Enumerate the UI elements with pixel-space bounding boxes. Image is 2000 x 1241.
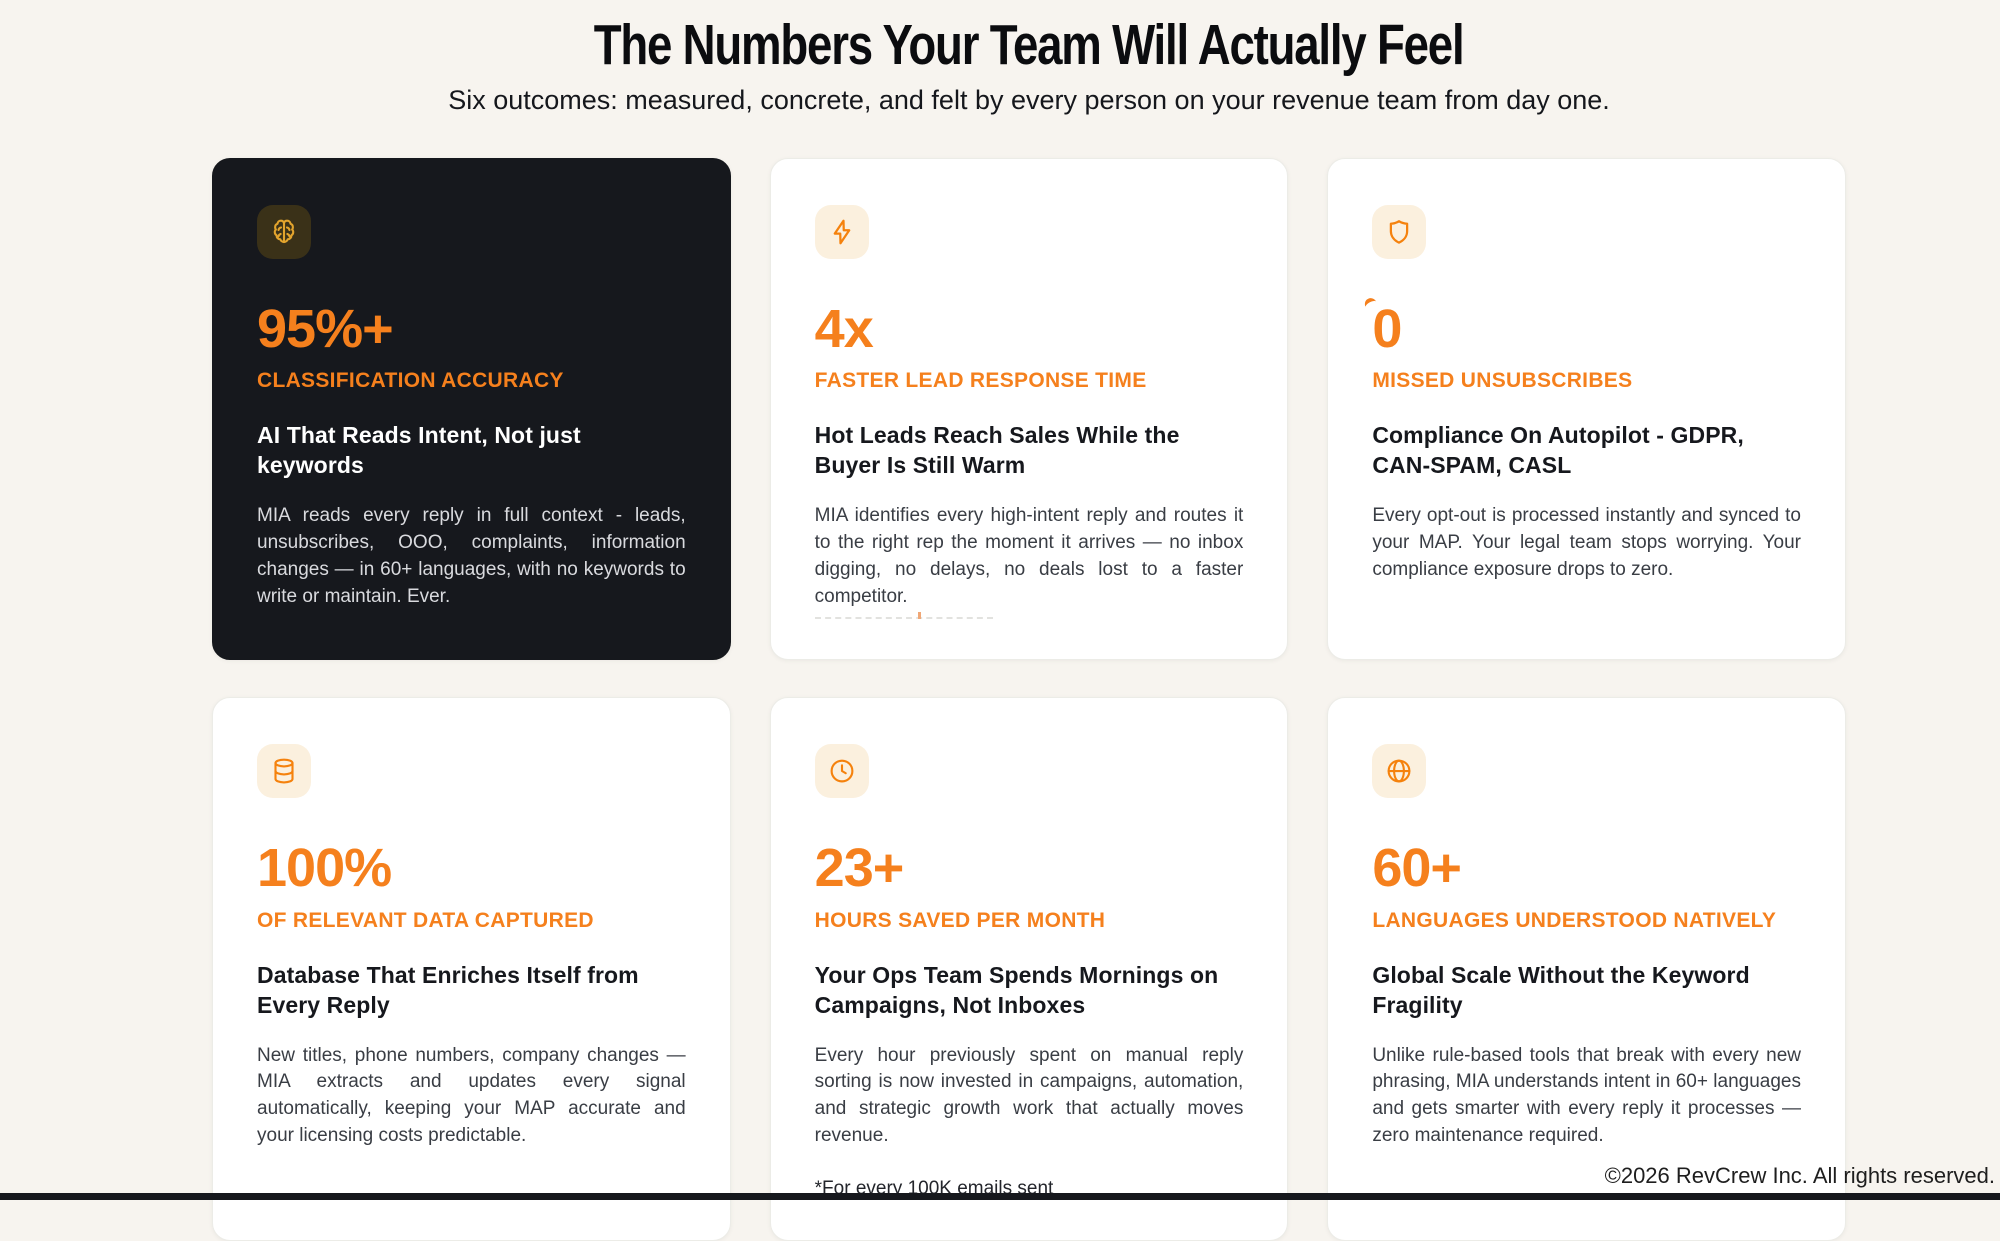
card-body: New titles, phone numbers, company chang… xyxy=(257,1044,686,1147)
stat-number: 100% xyxy=(257,838,392,899)
icon-tile xyxy=(1372,204,1427,259)
stat-number-text: 0 xyxy=(1372,298,1402,359)
stat-label: OF RELEVANT DATA CAPTURED xyxy=(257,908,594,932)
stat-number: 95%+ xyxy=(257,298,394,359)
card-heading: Global Scale Without the Keyword Fragili… xyxy=(1372,961,1750,1018)
stat-card-faster-lead-response: 4x FASTER LEAD RESPONSE TIME Hot Leads R… xyxy=(769,157,1289,661)
stat-number-text: 23+ xyxy=(814,838,905,899)
clock-icon xyxy=(827,756,857,786)
cards-grid: 95%+ CLASSIFICATION ACCURACY AI That Rea… xyxy=(212,157,1846,1241)
stat-number-text: 60+ xyxy=(1372,838,1462,899)
lightning-bolt-icon xyxy=(827,217,857,247)
stat-card-missed-unsubscribes: 0 MISSED UNSUBSCRIBES Compliance On Auto… xyxy=(1327,157,1846,661)
icon-tile xyxy=(257,744,311,799)
copyright-text: ©2026 RevCrew Inc. All rights reserved. xyxy=(1604,1163,1995,1188)
stat-number: 60+ xyxy=(1372,838,1462,899)
database-icon xyxy=(269,756,299,786)
card-heading: Hot Leads Reach Sales While the Buyer Is… xyxy=(814,422,1180,479)
brain-icon xyxy=(269,217,299,247)
ghost-underline-artifact xyxy=(814,612,993,620)
footer-dark-bar xyxy=(0,1193,2000,1200)
page-title: The Numbers Your Team Will Actually Feel xyxy=(212,14,1846,77)
card-heading: AI That Reads Intent, Not just keywords xyxy=(257,422,581,479)
page-subtitle: Six outcomes: measured, concrete, and fe… xyxy=(448,84,1610,115)
stat-label: MISSED UNSUBSCRIBES xyxy=(1372,369,1633,393)
card-heading: Compliance On Autopilot - GDPR, CAN-SPAM… xyxy=(1372,422,1744,479)
stat-number: 4x xyxy=(814,298,874,359)
card-body: Every opt-out is processed instantly and… xyxy=(1372,505,1801,581)
stat-label: HOURS SAVED PER MONTH xyxy=(814,908,1106,932)
stat-number-text: 4x xyxy=(814,298,874,359)
section-header: The Numbers Your Team Will Actually Feel… xyxy=(212,0,1846,116)
stat-card-languages-understood: 60+ LANGUAGES UNDERSTOOD NATIVELY Global… xyxy=(1327,697,1846,1241)
card-heading: Database That Enriches Itself from Every… xyxy=(257,961,639,1018)
stat-card-hours-saved: 23+ HOURS SAVED PER MONTH Your Ops Team … xyxy=(769,697,1289,1241)
shield-icon xyxy=(1384,217,1414,247)
icon-tile xyxy=(1372,744,1427,799)
stat-label: FASTER LEAD RESPONSE TIME xyxy=(814,369,1147,393)
globe-icon xyxy=(1384,756,1414,786)
card-body: MIA reads every reply in full context - … xyxy=(257,505,686,608)
stat-number: 23+ xyxy=(814,838,905,899)
icon-tile xyxy=(257,204,311,259)
stat-card-data-captured: 100% OF RELEVANT DATA CAPTURED Database … xyxy=(212,697,731,1241)
card-body: Unlike rule-based tools that break with … xyxy=(1372,1044,1801,1147)
stat-number-text: 95%+ xyxy=(257,298,394,359)
card-body: MIA identifies every high-intent reply a… xyxy=(814,505,1244,608)
card-heading: Your Ops Team Spends Mornings on Campaig… xyxy=(814,961,1219,1018)
stat-number: 0 xyxy=(1362,295,1402,359)
page-title-text: The Numbers Your Team Will Actually Feel xyxy=(594,13,1465,77)
icon-tile xyxy=(814,204,869,259)
card-body: Every hour previously spent on manual re… xyxy=(814,1044,1244,1147)
stat-card-classification-accuracy: 95%+ CLASSIFICATION ACCURACY AI That Rea… xyxy=(212,157,731,661)
icon-tile xyxy=(814,744,869,799)
stat-label: CLASSIFICATION ACCURACY xyxy=(257,369,564,393)
stat-label: LANGUAGES UNDERSTOOD NATIVELY xyxy=(1372,908,1777,932)
stat-number-text: 100% xyxy=(257,838,392,899)
